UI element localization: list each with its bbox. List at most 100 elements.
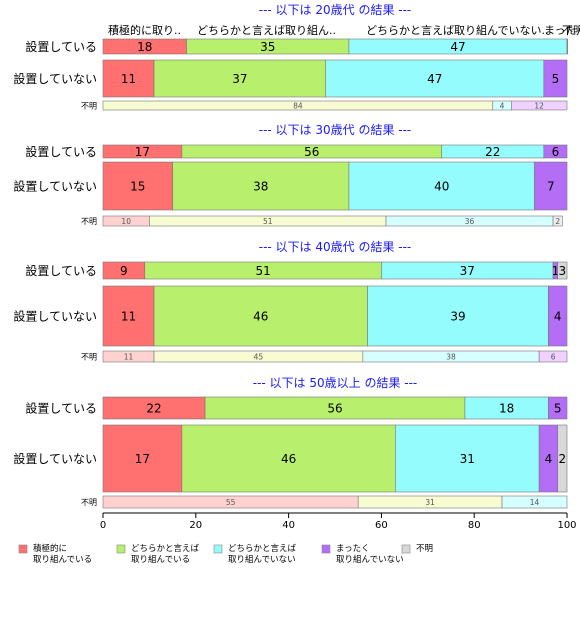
legend-swatch bbox=[213, 544, 223, 554]
bar-segment bbox=[102, 161, 173, 211]
legend-label: 取り組んでいる bbox=[131, 554, 190, 565]
data-label: 56 bbox=[304, 145, 319, 159]
data-label: 45 bbox=[254, 352, 264, 361]
data-label: 11 bbox=[124, 352, 134, 361]
legend-swatch bbox=[116, 544, 126, 554]
x-tick-label: 80 bbox=[468, 520, 481, 531]
bar-segment bbox=[548, 285, 568, 347]
data-label: 39 bbox=[450, 310, 465, 324]
bar-segment bbox=[543, 144, 568, 159]
legend-label: 取り組んでいない bbox=[228, 554, 296, 565]
bar-segment bbox=[552, 215, 563, 227]
data-label: 47 bbox=[450, 40, 465, 54]
data-label: 31 bbox=[425, 498, 435, 507]
data-label: 36 bbox=[465, 217, 475, 226]
data-label: 55 bbox=[226, 498, 236, 507]
column-header-1: どちらかと言えば取り組ん.. bbox=[197, 24, 336, 37]
row-label: 設置していない bbox=[13, 71, 97, 86]
bar-segment bbox=[557, 424, 568, 493]
bar-segment bbox=[548, 396, 568, 420]
bar-segment bbox=[153, 285, 368, 347]
data-label: 56 bbox=[327, 402, 342, 416]
data-label: 14 bbox=[530, 498, 540, 507]
data-label: 18 bbox=[499, 402, 514, 416]
bar-segment bbox=[102, 59, 155, 98]
data-label: 17 bbox=[135, 145, 150, 159]
x-tick-label: 60 bbox=[375, 520, 388, 531]
column-header-0: 積極的に取り.. bbox=[108, 23, 181, 37]
legend-swatch bbox=[18, 544, 28, 554]
data-label: 46 bbox=[253, 310, 268, 324]
data-label: 37 bbox=[460, 264, 475, 278]
data-label: 11 bbox=[121, 72, 136, 86]
bar-segment bbox=[153, 59, 327, 98]
data-label: 51 bbox=[263, 217, 273, 226]
data-label: 15 bbox=[130, 180, 145, 194]
row-label: 設置していない bbox=[13, 309, 97, 324]
bar-segment bbox=[557, 261, 568, 280]
x-tick-label: 20 bbox=[189, 520, 202, 531]
data-label: 6 bbox=[552, 145, 560, 159]
data-label: 1 bbox=[552, 264, 560, 278]
data-label: 38 bbox=[253, 180, 268, 194]
data-label: 37 bbox=[232, 72, 247, 86]
row-label: 設置していない bbox=[13, 451, 97, 466]
row-label: 設置している bbox=[25, 263, 97, 278]
row-label: 不明 bbox=[81, 102, 97, 111]
panel-title: --- 以下は 40歳代 の結果 --- bbox=[259, 240, 412, 254]
row-label: 不明 bbox=[81, 217, 97, 226]
legend-label: どちらかと言えば bbox=[131, 543, 200, 554]
data-label: 22 bbox=[485, 145, 500, 159]
data-label: 4 bbox=[554, 310, 562, 324]
data-label: 17 bbox=[135, 452, 150, 466]
legend-label: 取り組んでいる bbox=[33, 554, 92, 565]
legend-swatch bbox=[321, 544, 331, 554]
panel-title: --- 以下は 50歳以上 の結果 --- bbox=[253, 376, 418, 390]
data-label: 7 bbox=[547, 180, 555, 194]
bar-segment bbox=[348, 161, 535, 211]
data-label: 5 bbox=[552, 72, 560, 86]
legend-label: 不明 bbox=[416, 544, 433, 554]
data-label: 47 bbox=[427, 72, 442, 86]
row-label: 設置している bbox=[25, 39, 97, 54]
data-label: 51 bbox=[255, 264, 270, 278]
legend-label: 取り組んでいない bbox=[336, 554, 404, 565]
data-label: 46 bbox=[281, 452, 296, 466]
x-tick-label: 0 bbox=[100, 520, 106, 531]
legend-label: 積極的に bbox=[33, 543, 67, 554]
data-label: 6 bbox=[551, 352, 556, 361]
panel-title: --- 以下は 20歳代 の結果 --- bbox=[259, 3, 412, 17]
data-label: 11 bbox=[121, 310, 136, 324]
bar-segment bbox=[102, 424, 183, 493]
row-label: 不明 bbox=[81, 353, 97, 362]
data-label: 4 bbox=[545, 452, 553, 466]
data-label: 84 bbox=[293, 101, 303, 110]
bar-segment bbox=[395, 424, 540, 493]
bar-segment bbox=[566, 38, 568, 55]
bar-segment bbox=[181, 424, 396, 493]
x-tick-label: 100 bbox=[557, 520, 576, 531]
data-label: 3 bbox=[559, 264, 567, 278]
row-label: 設置していない bbox=[13, 179, 97, 194]
bar-segment bbox=[538, 350, 568, 363]
column-header-3: まったく.. bbox=[544, 24, 580, 37]
bar-segment bbox=[511, 100, 568, 111]
column-header-2: どちらかと言えば取り組んでいない.. bbox=[366, 24, 548, 37]
bar-segment bbox=[367, 285, 549, 347]
data-label: 22 bbox=[146, 402, 161, 416]
data-label: 9 bbox=[120, 264, 128, 278]
row-label: 設置している bbox=[25, 144, 97, 159]
bar-segment bbox=[172, 161, 350, 211]
bar-segment bbox=[501, 495, 568, 509]
x-tick-label: 40 bbox=[282, 520, 295, 531]
panel-title: --- 以下は 30歳代 の結果 --- bbox=[259, 123, 412, 137]
column-header-4: 不明 bbox=[562, 24, 580, 37]
data-label: 31 bbox=[460, 452, 475, 466]
bar-segment bbox=[102, 285, 155, 347]
data-label: 2 bbox=[559, 452, 567, 466]
data-label: 12 bbox=[534, 101, 544, 110]
row-label: 不明 bbox=[81, 498, 97, 507]
data-label: 4 bbox=[500, 101, 505, 110]
data-label: 35 bbox=[260, 40, 275, 54]
